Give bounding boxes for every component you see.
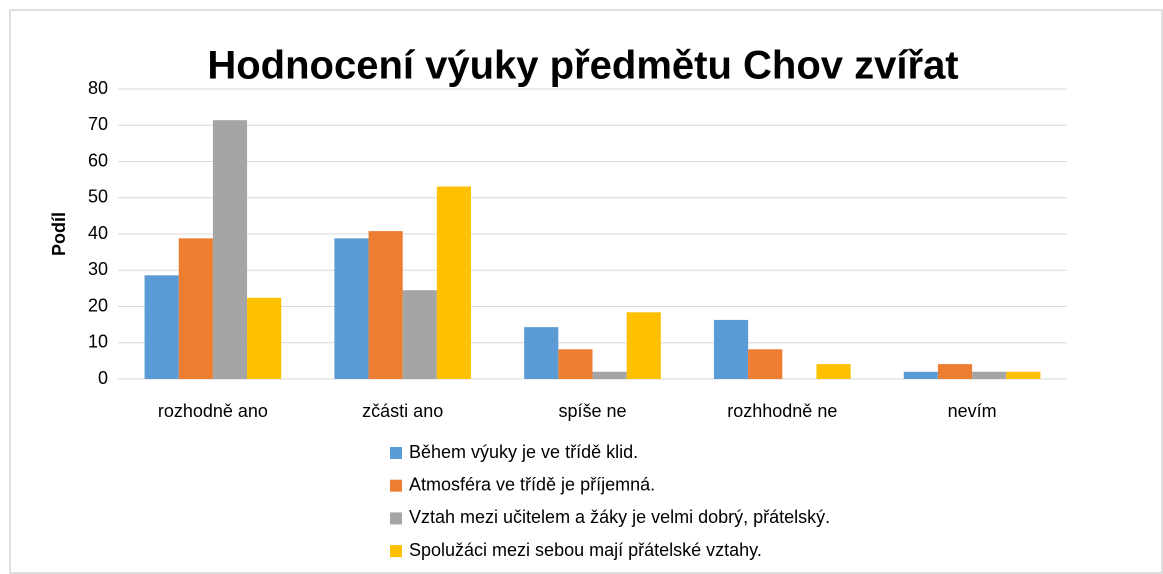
y-tick-label: 10	[88, 332, 108, 352]
legend-swatch	[390, 447, 402, 459]
chart-title: Hodnocení výuky předmětu Chov zvířat	[207, 44, 958, 88]
bar	[592, 371, 627, 379]
bar	[1006, 371, 1041, 379]
bar	[368, 231, 403, 379]
y-tick-label: 50	[88, 187, 108, 207]
bar	[402, 290, 437, 379]
bar	[247, 297, 282, 379]
x-tick-label: rozhhodně ne	[727, 401, 837, 421]
legend-label: Spolužáci mezi sebou mají přátelské vzta…	[409, 540, 762, 560]
bar	[334, 238, 369, 379]
bar	[626, 312, 661, 379]
legend-label: Během výuky je ve třídě klid.	[409, 442, 638, 462]
bar	[748, 349, 783, 379]
y-tick-label: 40	[88, 223, 108, 243]
bar	[816, 364, 851, 379]
y-axis-label: Podíl	[49, 212, 69, 256]
bar	[524, 327, 559, 379]
x-tick-label: spíše ne	[558, 401, 626, 421]
legend-swatch	[390, 479, 402, 492]
legend-swatch	[390, 545, 402, 558]
bar	[212, 120, 248, 380]
bar	[178, 238, 213, 379]
x-tick-label: nevím	[948, 401, 997, 421]
bar	[903, 371, 938, 379]
legend-swatch	[390, 512, 402, 525]
legend-label: Vztah mezi učitelem a žáky je velmi dobr…	[409, 507, 830, 527]
y-tick-label: 0	[98, 368, 108, 388]
x-tick-label: rozhodně ano	[158, 401, 268, 421]
y-tick-label: 60	[88, 150, 108, 170]
bar	[713, 319, 749, 379]
bar	[972, 371, 1007, 379]
bar	[144, 275, 179, 379]
bar	[436, 186, 472, 379]
y-tick-label: 80	[88, 78, 108, 98]
legend-label: Atmosféra ve třídě je příjemná.	[409, 474, 655, 494]
y-tick-label: 70	[88, 114, 108, 134]
y-tick-label: 20	[88, 295, 108, 315]
bar	[937, 364, 973, 379]
bar	[558, 349, 593, 379]
x-tick-label: zčásti ano	[362, 401, 443, 421]
y-tick-label: 30	[88, 259, 108, 279]
